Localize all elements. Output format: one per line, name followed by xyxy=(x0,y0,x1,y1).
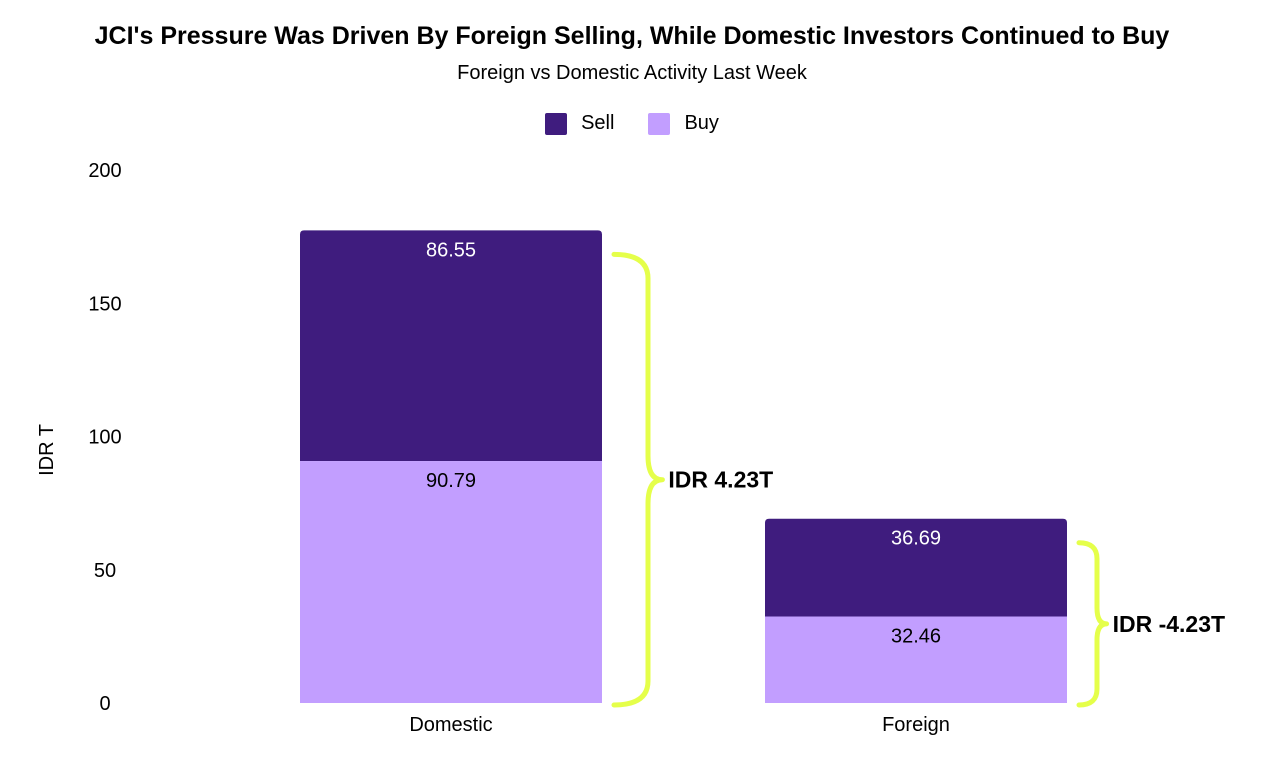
data-label-buy-foreign: 32.46 xyxy=(891,625,941,647)
chart-subtitle: Foreign vs Domestic Activity Last Week xyxy=(457,62,807,84)
y-tick-label: 100 xyxy=(88,427,121,449)
annotation-foreign: IDR -4.23T xyxy=(1113,611,1225,637)
chart-legend: Sell Buy xyxy=(0,112,1264,135)
legend-item-buy[interactable]: Buy xyxy=(648,112,719,135)
y-tick-label: 50 xyxy=(94,560,116,582)
y-tick-label: 150 xyxy=(88,293,121,315)
legend-label-buy: Buy xyxy=(684,112,719,134)
y-tick-label: 200 xyxy=(88,160,121,182)
bar-sell-domestic[interactable] xyxy=(300,230,602,462)
legend-swatch-buy xyxy=(648,112,671,135)
annotation-domestic: IDR 4.23T xyxy=(668,467,773,493)
brace-foreign xyxy=(1076,540,1110,708)
data-label-sell-domestic: 86.55 xyxy=(426,239,476,261)
bar-buy-foreign[interactable] xyxy=(765,616,1067,703)
data-label-buy-domestic: 90.79 xyxy=(426,470,476,492)
x-tick-label-domestic: Domestic xyxy=(409,714,492,736)
bar-sell-foreign[interactable] xyxy=(765,518,1067,617)
bar-buy-domestic[interactable] xyxy=(300,461,602,703)
x-tick-label-foreign: Foreign xyxy=(882,714,950,736)
legend-item-sell[interactable]: Sell xyxy=(545,112,614,135)
data-label-sell-foreign: 36.69 xyxy=(891,528,941,550)
y-axis-label: IDR T xyxy=(36,424,58,476)
chart-title: JCI's Pressure Was Driven By Foreign Sel… xyxy=(94,22,1170,50)
y-tick-label: 0 xyxy=(99,693,110,715)
brace-domestic xyxy=(611,251,665,708)
legend-label-sell: Sell xyxy=(581,112,615,134)
legend-swatch-sell xyxy=(545,112,568,135)
